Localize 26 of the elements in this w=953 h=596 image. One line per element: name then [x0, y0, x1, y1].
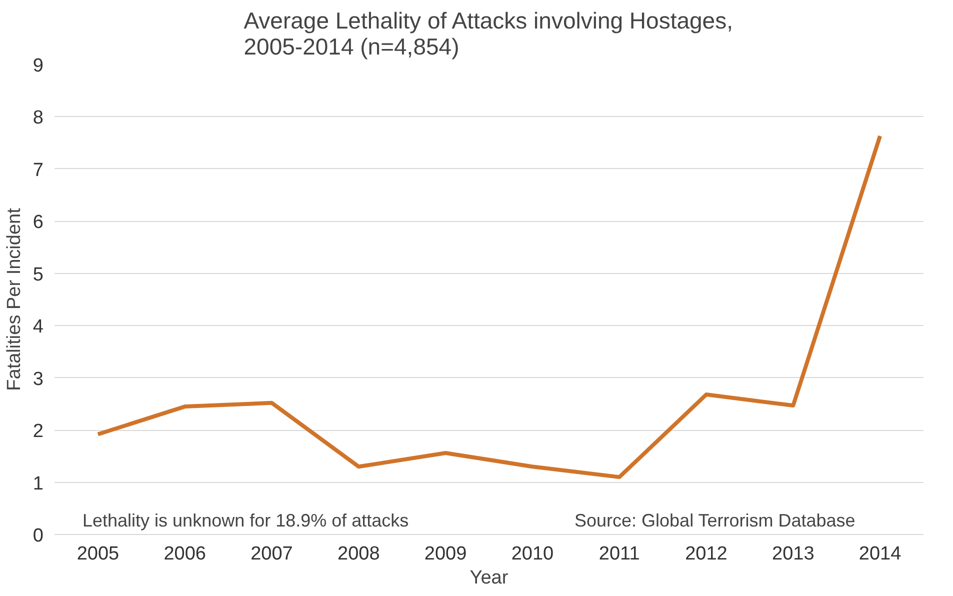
y-tick-label: 6 [32, 212, 44, 234]
x-tick-label: 2005 [76, 544, 120, 564]
y-tick-label: 1 [32, 473, 44, 494]
y-tick-label: 5 [32, 264, 44, 286]
x-tick-label: 2010 [511, 544, 554, 564]
x-tick-label: 2012 [685, 544, 728, 564]
x-axis-title: Year [470, 568, 509, 588]
x-tick-label: 2013 [772, 544, 814, 564]
x-tick-label: 2011 [598, 544, 640, 564]
annotation: Lethality is unknown for 18.9% of attacks [82, 510, 409, 530]
chart-title: Average Lethality of Attacks involving Hostages, 2005-2014 (n=4,854) [244, 8, 733, 60]
x-tick-label: 2009 [424, 544, 467, 564]
y-axis-title: Fatalities Per Incident [4, 207, 25, 391]
y-tick-label: 9 [32, 56, 44, 76]
y-tick-label: 8 [32, 108, 44, 129]
x-tick-label: 2007 [250, 544, 293, 564]
y-tick-label: 0 [32, 526, 44, 546]
y-tick-label: 4 [32, 316, 44, 338]
x-tick-label: 2014 [858, 544, 902, 564]
annotation: Source: Global Terrorism Database [574, 510, 856, 530]
x-tick-label: 2008 [338, 544, 380, 564]
y-tick-label: 3 [32, 368, 44, 390]
line-series [96, 134, 882, 480]
y-tick-label: 7 [32, 160, 44, 181]
x-tick-label: 2006 [164, 544, 206, 564]
y-tick-label: 2 [32, 421, 44, 442]
